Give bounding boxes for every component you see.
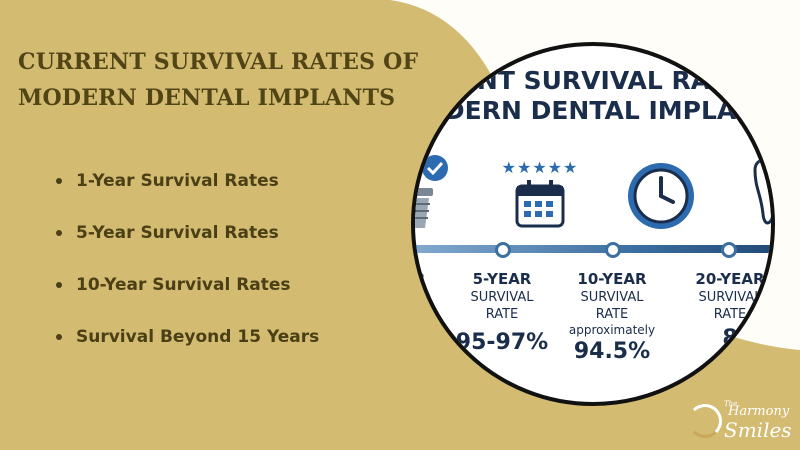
- stat-percent: 94.5%: [573, 339, 651, 364]
- logo-ring-icon: [688, 404, 722, 438]
- timeline-node: [605, 242, 621, 258]
- stat-label: SURVIVAL: [580, 290, 644, 305]
- stat-label: RATE: [713, 307, 747, 322]
- logo-harmony: Harmony: [728, 404, 790, 419]
- dental-implant-check-icon: [415, 155, 448, 228]
- infographic-title-line-2: MODERN DENTAL IMPLANTS: [411, 96, 775, 125]
- stat-percent: 8: [722, 326, 738, 351]
- infographic-title: CURRENT SURVIVAL RATES OF MODERN DENTAL …: [411, 66, 775, 126]
- calendar-icon: [515, 180, 565, 228]
- list-item-label: 5-Year Survival Rates: [76, 223, 279, 243]
- clock-icon: [628, 163, 694, 229]
- stat-column: 10-YEAR SURVIVAL RATE approximately 94.5…: [557, 270, 667, 365]
- list-item: Survival Beyond 15 Years: [52, 324, 319, 350]
- infographic-title-line-1: CURRENT SURVIVAL RATES OF: [415, 66, 771, 95]
- stat-label: SURVIVAL: [470, 290, 534, 305]
- bullet-dot-icon: [56, 282, 62, 288]
- title-line-1: CURRENT SURVIVAL RATES OF: [18, 49, 419, 75]
- stat-percent: 95-97%: [455, 330, 549, 355]
- rating-stars-icon: ★★★★★: [501, 160, 579, 177]
- stat-label: RATE: [595, 307, 629, 322]
- tooth-icon: [753, 158, 771, 225]
- stat-column: 1-YEAR SURVIVAL RATE %: [411, 270, 451, 352]
- list-item: 10-Year Survival Rates: [52, 272, 319, 298]
- stat-year: 10-YEAR: [577, 270, 647, 288]
- bullet-dot-icon: [56, 230, 62, 236]
- logo-smiles: Smiles: [724, 418, 792, 442]
- list-item-label: 10-Year Survival Rates: [76, 275, 291, 295]
- stat-label: RATE: [415, 306, 451, 323]
- logo-the: The: [724, 400, 738, 408]
- stat-column: 5-YEAR SURVIVAL RATE 95-97%: [447, 270, 557, 356]
- bullet-list: 1-Year Survival Rates 5-Year Survival Ra…: [52, 168, 319, 376]
- list-item-label: 1-Year Survival Rates: [76, 171, 279, 191]
- stat-label: SURVIVAL: [411, 290, 428, 305]
- bullet-dot-icon: [56, 178, 62, 184]
- stat-percent: %: [415, 325, 451, 352]
- timeline-node: [495, 242, 511, 258]
- harmony-smiles-logo: The Harmony Smiles: [688, 398, 792, 444]
- list-item: 1-Year Survival Rates: [52, 168, 319, 194]
- stat-year: 20-YEAR: [695, 270, 765, 288]
- page-title: CURRENT SURVIVAL RATES OF MODERN DENTAL …: [18, 44, 418, 116]
- stat-label: SURVIVAL: [698, 290, 762, 305]
- timeline-bar: [415, 245, 771, 253]
- stat-column: 20-YEAR SURVIVAL RATE 8: [675, 270, 771, 352]
- infographic-circle: CURRENT SURVIVAL RATES OF MODERN DENTAL …: [411, 42, 775, 406]
- timeline-node: [721, 242, 737, 258]
- stat-label: RATE: [485, 307, 519, 322]
- stat-year: 1-YEAR: [413, 270, 426, 288]
- stat-year: 5-YEAR: [472, 270, 532, 288]
- list-item: 5-Year Survival Rates: [52, 220, 319, 246]
- bullet-dot-icon: [56, 334, 62, 340]
- title-line-2: MODERN DENTAL IMPLANTS: [18, 85, 396, 111]
- stat-note: approximately: [568, 323, 656, 337]
- list-item-label: Survival Beyond 15 Years: [76, 327, 320, 347]
